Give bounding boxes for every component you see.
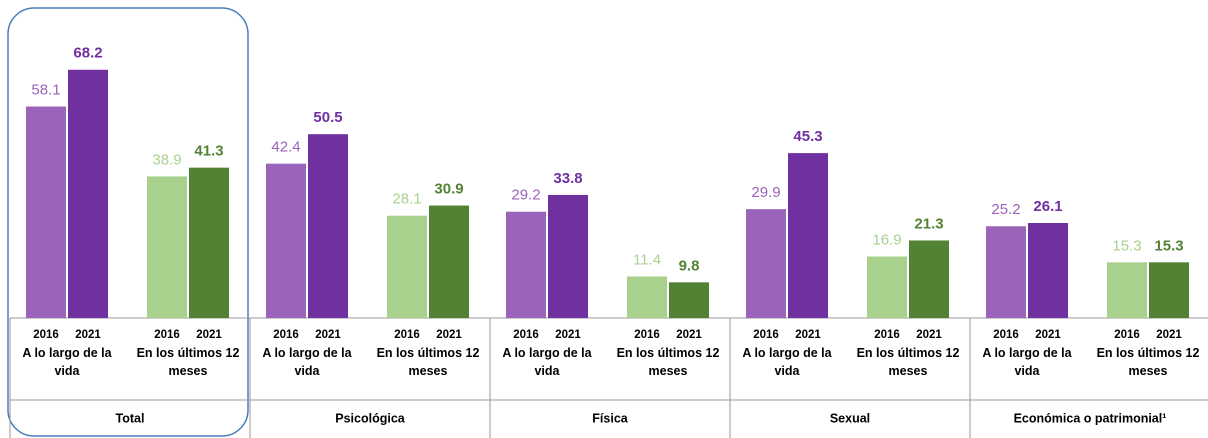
period-label: A lo largo de la vida: [982, 346, 1072, 378]
value-label: 50.5: [313, 109, 342, 126]
bar: [867, 256, 907, 318]
value-label: 29.2: [511, 187, 540, 204]
group-label: Económica o patrimonial¹: [1014, 411, 1167, 425]
year-label: 2016: [993, 329, 1019, 341]
bar: [387, 215, 427, 318]
value-label: 45.3: [793, 128, 822, 145]
year-label: 2016: [753, 329, 779, 341]
value-label: 38.9: [152, 151, 181, 168]
bar: [1149, 262, 1189, 318]
bar: [308, 134, 348, 318]
value-label: 16.9: [872, 231, 901, 248]
period-label: A lo largo de la vida: [262, 346, 352, 378]
bar: [788, 153, 828, 318]
group-label: Sexual: [830, 411, 870, 425]
group-label: Física: [592, 411, 628, 425]
bar: [548, 194, 588, 318]
year-label: 2021: [75, 329, 101, 341]
value-label: 68.2: [73, 45, 102, 62]
year-label: 2016: [33, 329, 59, 341]
year-label: 2016: [273, 329, 299, 341]
year-label: 2016: [874, 329, 900, 341]
period-label: En los últimos 12 meses: [616, 346, 720, 378]
bar: [68, 69, 108, 318]
year-label: 2021: [196, 329, 222, 341]
bar: [26, 106, 66, 319]
period-label: A lo largo de la vida: [502, 346, 592, 378]
value-label: 30.9: [434, 180, 463, 197]
value-label: 21.3: [914, 215, 943, 232]
year-label: 2016: [634, 329, 660, 341]
value-label: 11.4: [633, 251, 661, 268]
bar: [147, 176, 187, 318]
year-label: 2021: [315, 329, 341, 341]
bar: [429, 205, 469, 318]
bar: [627, 276, 667, 318]
value-label: 15.3: [1154, 237, 1183, 254]
bar: [1107, 262, 1147, 318]
value-label: 42.4: [271, 139, 300, 156]
bar: [986, 226, 1026, 318]
value-label: 33.8: [553, 170, 582, 187]
bar: [1028, 222, 1068, 318]
year-label: 2016: [1114, 329, 1140, 341]
year-label: 2021: [795, 329, 821, 341]
bar: [506, 211, 546, 318]
value-label: 26.1: [1033, 198, 1062, 215]
value-label: 29.9: [751, 184, 780, 201]
year-label: 2021: [1156, 329, 1182, 341]
value-label: 41.3: [194, 143, 223, 160]
period-label: En los últimos 12 meses: [136, 346, 240, 378]
bar: [189, 167, 229, 318]
period-label: En los últimos 12 meses: [376, 346, 480, 378]
period-label: En los últimos 12 meses: [856, 346, 960, 378]
bar: [909, 240, 949, 318]
bar: [266, 163, 306, 318]
value-label: 9.8: [679, 257, 700, 274]
year-label: 2016: [154, 329, 180, 341]
group-label: Psicológica: [335, 411, 406, 425]
year-label: 2021: [676, 329, 702, 341]
year-label: 2016: [394, 329, 420, 341]
year-label: 2016: [513, 329, 539, 341]
bar: [746, 209, 786, 318]
value-label: 15.3: [1112, 237, 1141, 254]
period-label: A lo largo de la vida: [22, 346, 112, 378]
year-label: 2021: [1035, 329, 1061, 341]
period-label: En los últimos 12 meses: [1096, 346, 1200, 378]
value-label: 25.2: [991, 201, 1020, 218]
group-label: Total: [116, 411, 145, 425]
highlight-box: [7, 7, 249, 437]
year-label: 2021: [916, 329, 942, 341]
value-label: 28.1: [392, 191, 421, 208]
value-label: 58.1: [31, 81, 60, 98]
period-label: A lo largo de la vida: [742, 346, 832, 378]
year-label: 2021: [555, 329, 581, 341]
year-label: 2021: [436, 329, 462, 341]
bar: [669, 282, 709, 318]
